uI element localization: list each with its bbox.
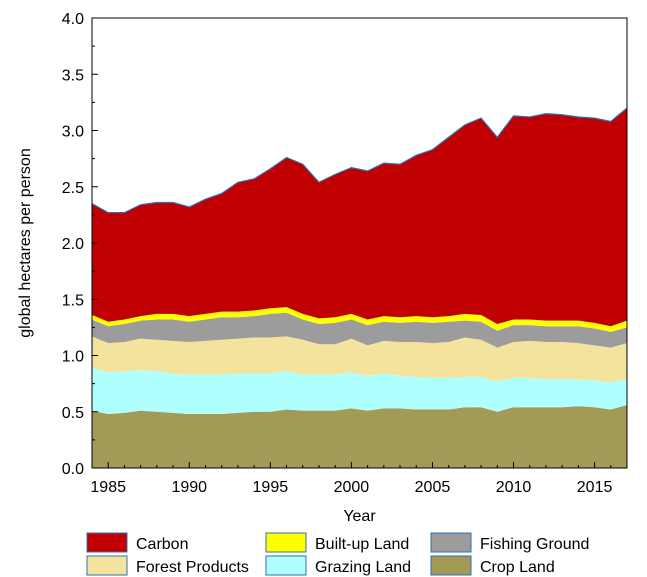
area-crop-land bbox=[92, 405, 627, 468]
legend-label-built-up-land: Built-up Land bbox=[315, 536, 409, 553]
y-axis: 0.0 0.5 1.0 1.5 2.0 2.5 3.0 3.5 4.0 bbox=[62, 11, 98, 478]
area-forest-products bbox=[92, 336, 627, 383]
legend-label-grazing-land: Grazing Land bbox=[315, 559, 411, 576]
y-tick-label: 2.0 bbox=[62, 236, 84, 253]
legend-label-fishing-ground: Fishing Ground bbox=[480, 536, 589, 553]
area-carbon bbox=[92, 108, 627, 327]
legend-swatch-grazing-land bbox=[265, 555, 307, 576]
legend-swatch-forest-products bbox=[86, 555, 128, 576]
y-tick-label: 1.0 bbox=[62, 349, 84, 366]
x-tick-label: 2015 bbox=[577, 479, 613, 496]
y-tick-label: 0.0 bbox=[62, 461, 84, 478]
area-built-up-land bbox=[92, 307, 627, 332]
legend-label-crop-land: Crop Land bbox=[480, 559, 555, 576]
area-grazing-land bbox=[92, 367, 627, 414]
x-axis: 1985 1990 1995 2000 2005 2010 2015 bbox=[90, 462, 628, 496]
area-fishing-ground bbox=[92, 312, 627, 348]
x-tick-label: 2010 bbox=[496, 479, 532, 496]
stack-top-outline bbox=[91, 107, 628, 214]
y-tick-label: 3.0 bbox=[62, 124, 84, 141]
legend-label-carbon: Carbon bbox=[136, 536, 188, 553]
x-tick-label: 1995 bbox=[253, 479, 289, 496]
area-layers bbox=[91, 107, 628, 468]
x-tick-label: 2005 bbox=[415, 479, 451, 496]
legend-swatch-built-up-land bbox=[265, 532, 307, 553]
y-tick-label: 0.5 bbox=[62, 405, 84, 422]
legend-swatch-fishing-ground bbox=[430, 532, 472, 553]
y-tick-label: 3.5 bbox=[62, 67, 84, 84]
y-tick-label: 1.5 bbox=[62, 292, 84, 309]
legend-swatch-crop-land bbox=[430, 555, 472, 576]
x-tick-label: 1990 bbox=[171, 479, 207, 496]
x-tick-label: 1985 bbox=[90, 479, 126, 496]
y-tick-label: 4.0 bbox=[62, 11, 84, 28]
legend-label-forest-products: Forest Products bbox=[136, 559, 249, 576]
x-tick-label: 2000 bbox=[334, 479, 370, 496]
y-axis-title: global hectares per person bbox=[17, 148, 34, 337]
legend: Carbon Built-up Land Fishing Ground Forest … bbox=[86, 532, 589, 576]
legend-swatch-carbon bbox=[86, 532, 128, 553]
y-tick-label: 2.5 bbox=[62, 180, 84, 197]
x-axis-title: Year bbox=[343, 508, 376, 525]
